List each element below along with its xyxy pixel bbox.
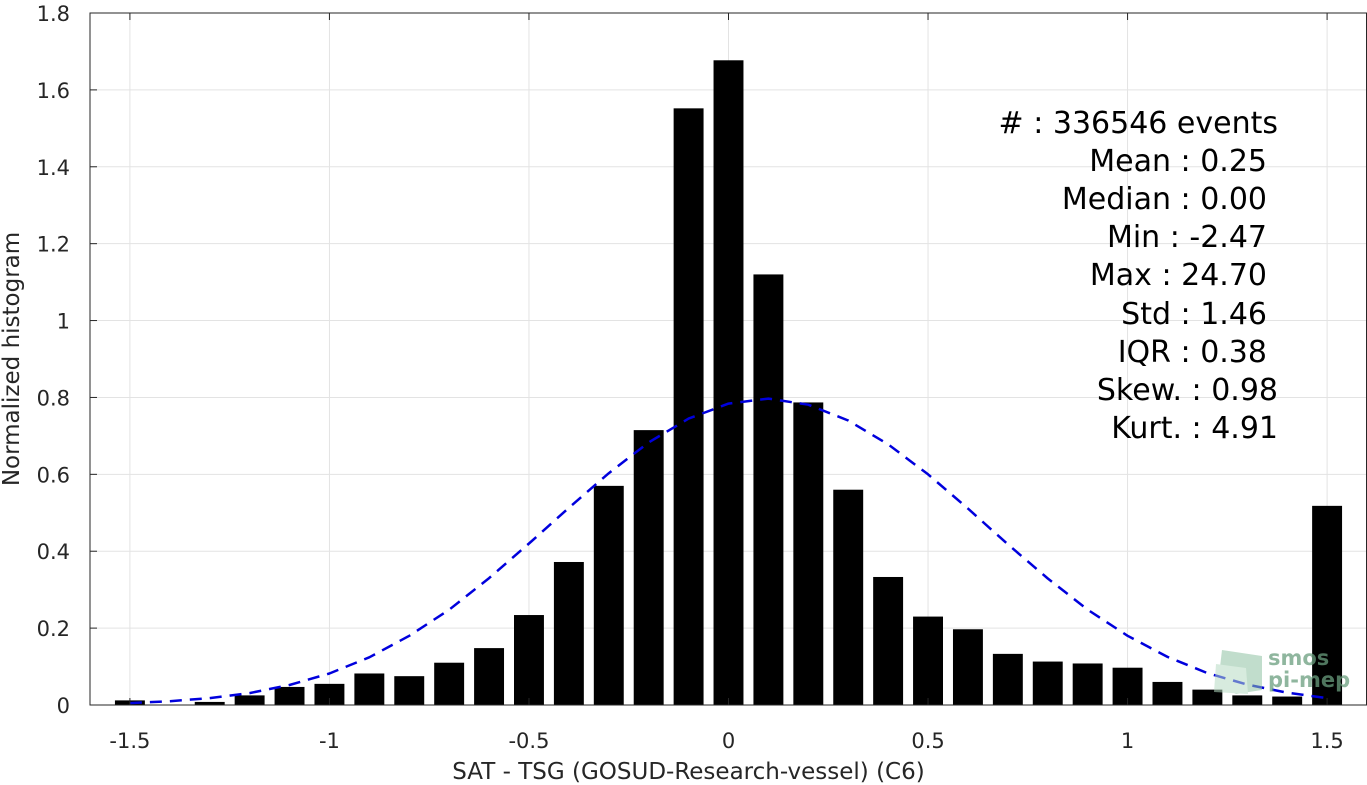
stat-kurt: Kurt. : 4.91	[1111, 411, 1278, 446]
histogram-bar	[1312, 505, 1343, 705]
x-tick-label: -1.5	[109, 729, 150, 753]
histogram-bar	[793, 402, 824, 705]
histogram-bar	[593, 485, 624, 705]
histogram-bar	[873, 576, 904, 705]
y-tick-label: 1	[57, 310, 70, 334]
histogram-bar	[394, 676, 425, 705]
stat-skew: Skew. : 0.98	[1097, 373, 1278, 408]
histogram-bar	[1152, 681, 1183, 705]
histogram-bar	[753, 274, 784, 705]
histogram-bar	[553, 561, 584, 705]
stat-mean: Mean : 0.25	[1089, 144, 1267, 179]
histogram-bar	[673, 108, 704, 705]
histogram-bar	[913, 616, 943, 705]
histogram-bar	[1232, 695, 1263, 705]
histogram-bar	[274, 686, 305, 705]
smos-pimep-logo: smos pi-mep	[1214, 646, 1350, 694]
histogram-bar	[194, 701, 225, 705]
x-tick-label: 0	[722, 729, 735, 753]
bars-group	[114, 60, 1343, 705]
y-tick-label: 1.8	[37, 2, 70, 26]
statistics-box: # : 336546 events Mean : 0.25 Median : 0…	[999, 106, 1278, 446]
x-tick-label: 0.5	[911, 729, 944, 753]
y-tick-label: 0.6	[37, 463, 70, 487]
y-axis-label: Normalized histogram	[0, 232, 25, 486]
histogram-bar	[474, 648, 505, 705]
x-tick-label: -0.5	[508, 729, 549, 753]
logo-text-smos: smos	[1268, 646, 1329, 670]
y-tick-label: 0.2	[37, 617, 70, 641]
x-tick-label: -1	[319, 729, 340, 753]
y-tick-label: 0.8	[37, 386, 70, 410]
stat-median: Median : 0.00	[1062, 182, 1267, 217]
histogram-bar	[234, 695, 265, 705]
histogram-bar	[354, 673, 385, 705]
histogram-bar	[952, 629, 983, 705]
histogram-bar	[992, 653, 1023, 705]
stat-events: # : 336546 events	[999, 106, 1278, 141]
normal-fit-curve	[129, 397, 1328, 705]
logo-text-pimep: pi-mep	[1268, 668, 1350, 692]
y-tick-label: 1.2	[37, 233, 70, 257]
histogram-bar	[1032, 661, 1063, 705]
histogram-bar	[1072, 663, 1103, 705]
stat-max: Max : 24.70	[1090, 258, 1267, 293]
histogram-bar	[633, 430, 664, 705]
histogram-bar	[1192, 689, 1223, 705]
y-tick-label: 0	[57, 694, 70, 718]
logo-mark-icon	[1214, 650, 1262, 694]
histogram-bar	[1272, 696, 1303, 705]
histogram-bar	[713, 60, 744, 705]
x-tick-label: 1	[1121, 729, 1134, 753]
x-tick-label: 1.5	[1310, 729, 1343, 753]
stat-iqr: IQR : 0.38	[1118, 335, 1267, 370]
x-axis-ticks: -1.5 -1 -0.5 0 0.5 1 1.5	[109, 13, 1344, 753]
y-tick-label: 1.6	[37, 79, 70, 103]
stat-std: Std : 1.46	[1121, 297, 1267, 332]
x-axis-label: SAT - TSG (GOSUD-Research-vessel) (C6)	[452, 759, 924, 785]
histogram-bar	[833, 489, 864, 705]
y-axis-ticks: 0 0.2 0.4 0.6 0.8 1 1.2 1.4 1.6 1.8	[37, 2, 97, 718]
histogram-bar	[434, 662, 465, 705]
y-tick-label: 0.4	[37, 540, 70, 564]
histogram-bar	[514, 615, 544, 705]
y-tick-label: 1.4	[37, 156, 70, 180]
histogram-bar	[314, 683, 345, 705]
stat-min: Min : -2.47	[1107, 220, 1267, 255]
